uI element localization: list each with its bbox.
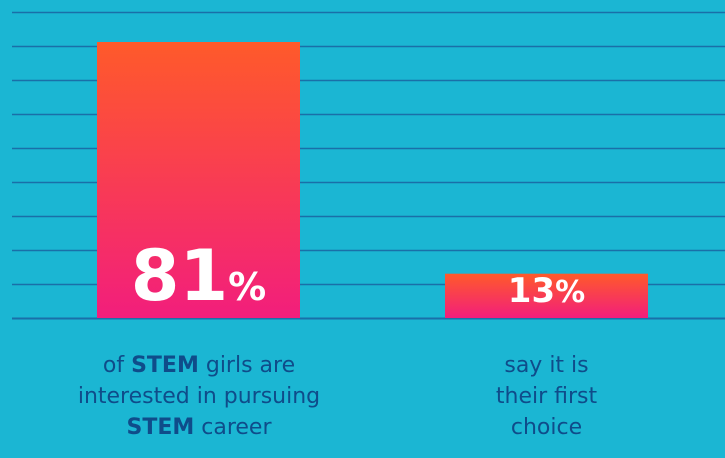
value-label-2: 13% [508,271,585,311]
caption-line: their first [440,381,653,412]
caption-bold-text: STEM [131,353,199,378]
caption-text: say it is [504,353,589,378]
bars [97,42,648,318]
value-label-number: 81 [131,235,228,317]
caption-text: interested in pursuing [77,384,321,409]
caption-line: of STEM girls are [20,350,378,381]
value-label-suffix: % [555,275,585,310]
caption-line: STEM career [20,412,378,443]
value-label-suffix: % [228,265,266,309]
caption-text: their first [495,384,598,409]
value-label-number: 13 [508,271,555,311]
caption-text: girls are [198,353,296,378]
caption-line: choice [440,412,653,443]
caption-line: interested in pursuing [20,381,378,412]
caption-text: of [102,353,132,378]
value-label-1: 81% [131,235,267,317]
caption-bold-text: STEM [126,415,195,440]
bar-caption-2: say it is their first choice [440,350,653,443]
bar-2 [445,273,648,318]
caption-text: career [194,415,272,440]
bar-caption-1: of STEM girls are interested in pursuing S… [20,350,378,443]
bar-1 [97,42,300,318]
caption-text: choice [510,415,583,440]
caption-line: say it is [440,350,653,381]
value-labels: 81% 13% [131,235,585,317]
